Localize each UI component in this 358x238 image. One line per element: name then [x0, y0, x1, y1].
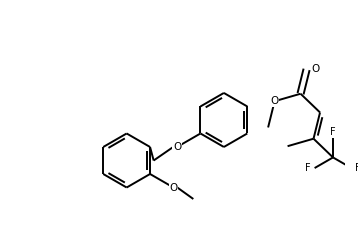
Text: O: O — [271, 96, 279, 106]
Text: O: O — [311, 64, 320, 74]
Text: O: O — [173, 142, 181, 152]
Text: O: O — [169, 183, 178, 193]
Text: F: F — [305, 163, 311, 173]
Text: F: F — [330, 127, 336, 137]
Text: F: F — [355, 163, 358, 173]
